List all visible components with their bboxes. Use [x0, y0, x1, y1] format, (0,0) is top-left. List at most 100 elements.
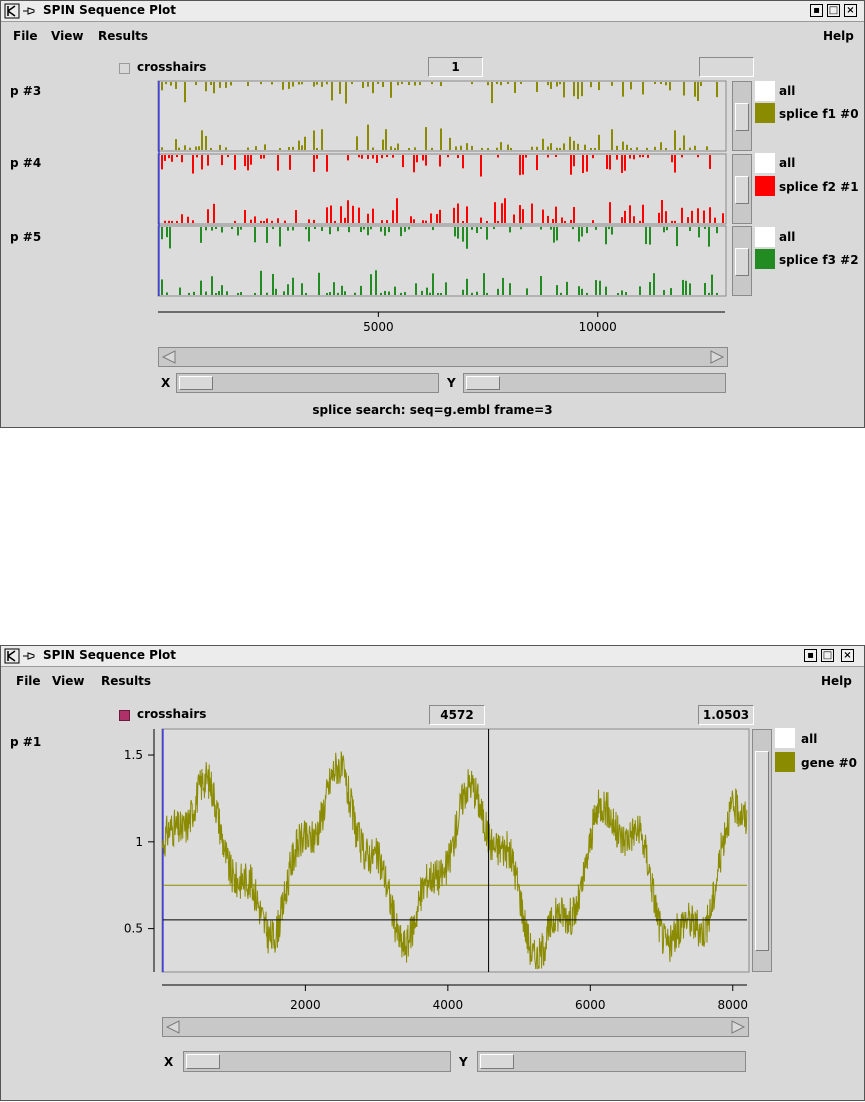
legend-series-swatch[interactable] — [755, 249, 775, 269]
splice-bottom-bar — [404, 292, 406, 295]
splice-bottom-bar — [168, 220, 170, 223]
close-button[interactable]: × — [841, 649, 854, 662]
y-zoom-slider[interactable] — [463, 373, 726, 393]
splice-bottom-bar — [305, 292, 307, 295]
y-tick-label: 0.5 — [124, 922, 143, 936]
vscroll-thumb[interactable] — [755, 751, 769, 951]
legend-all-swatch[interactable] — [755, 227, 775, 247]
splice-top-bar — [360, 227, 362, 233]
panel-vscroll[interactable] — [732, 226, 752, 296]
menu-results[interactable]: Results — [98, 29, 149, 43]
splice-bottom-bar — [304, 136, 306, 150]
gene-plot-area[interactable]: 0.5 1 1.5 2000 4000 6000 8000 — [1, 646, 864, 1102]
panel-label: p #1 — [10, 735, 42, 749]
vscroll-thumb[interactable] — [735, 103, 749, 131]
splice-bottom-bar — [704, 282, 706, 295]
splice-bottom-bar — [358, 207, 360, 223]
legend-all-swatch[interactable] — [775, 728, 795, 748]
splice-bottom-bar — [617, 292, 619, 295]
splice-top-bar — [260, 82, 262, 85]
x-zoom-thumb[interactable] — [179, 376, 213, 390]
menu-view[interactable]: View — [52, 674, 85, 688]
legend-all-swatch[interactable] — [755, 81, 775, 101]
minimize-button[interactable]: ▪ — [810, 4, 823, 17]
x-tick-label: 2000 — [290, 998, 321, 1012]
splice-top-bar — [608, 227, 610, 230]
menu-file[interactable]: File — [13, 29, 38, 43]
minimize-button[interactable]: ▪ — [804, 649, 817, 662]
menu-results[interactable]: Results — [101, 674, 152, 688]
y-zoom-slider[interactable] — [477, 1051, 746, 1072]
pin-icon[interactable] — [22, 3, 36, 19]
kde-logo-icon[interactable] — [4, 648, 20, 664]
y-zoom-thumb[interactable] — [466, 376, 500, 390]
y-zoom-thumb[interactable] — [480, 1054, 514, 1069]
splice-top-bar — [175, 82, 177, 89]
splice-bottom-bar — [213, 203, 215, 223]
splice-bottom-bar — [201, 130, 203, 150]
splice-bottom-bar — [682, 279, 684, 295]
title-bar[interactable]: SPIN Sequence Plot ▪ □ × — [1, 646, 864, 667]
splice-bottom-bar — [519, 205, 521, 223]
splice-bottom-bar — [295, 210, 297, 223]
crosshairs-checkbox[interactable] — [119, 63, 130, 74]
splice-top-bar — [289, 155, 291, 170]
splice-bottom-bar — [466, 278, 468, 295]
panel-vscroll[interactable] — [752, 729, 772, 972]
panel-vscroll[interactable] — [732, 154, 752, 224]
maximize-button[interactable]: □ — [821, 649, 834, 662]
splice-bottom-bar — [716, 292, 718, 295]
splice-top-bar — [683, 82, 685, 96]
close-button[interactable]: × — [844, 4, 857, 17]
splice-bottom-bar — [502, 277, 504, 295]
splice-top-bar — [414, 82, 416, 86]
vscroll-thumb[interactable] — [735, 176, 749, 204]
splice-top-bar — [161, 155, 163, 170]
panel-vscroll[interactable] — [732, 81, 752, 151]
horizontal-scrollbar[interactable] — [162, 1017, 749, 1037]
splice-plot-area[interactable]: 5000 10000 — [1, 1, 864, 429]
scroll-left-arrow-icon[interactable] — [161, 350, 177, 364]
x-zoom-slider[interactable] — [183, 1051, 451, 1072]
menu-help[interactable]: Help — [823, 29, 854, 43]
splice-bottom-bar — [313, 130, 315, 150]
splice-bottom-bar — [266, 292, 268, 295]
x-zoom-slider[interactable] — [176, 373, 439, 393]
splice-top-bar — [556, 227, 558, 241]
horizontal-scrollbar[interactable] — [158, 347, 728, 367]
menu-help[interactable]: Help — [821, 674, 852, 688]
scroll-right-arrow-icon[interactable] — [709, 350, 725, 364]
splice-top-bar — [263, 155, 265, 159]
legend-series-swatch[interactable] — [755, 103, 775, 123]
scroll-right-arrow-icon[interactable] — [730, 1020, 746, 1034]
splice-top-bar — [536, 82, 538, 92]
splice-top-bar — [681, 155, 683, 158]
legend-series-label: splice f1 #0 — [779, 107, 859, 121]
menu-view[interactable]: View — [51, 29, 84, 43]
splice-bottom-bar — [687, 217, 689, 223]
menu-file[interactable]: File — [16, 674, 41, 688]
crosshairs-checkbox[interactable] — [119, 710, 130, 721]
pin-icon[interactable] — [22, 648, 36, 664]
title-bar[interactable]: SPIN Sequence Plot ▪ □ × — [1, 1, 864, 22]
splice-top-bar — [402, 155, 404, 168]
maximize-button[interactable]: □ — [827, 4, 840, 17]
splice-top-bar — [605, 227, 607, 245]
legend-series-swatch[interactable] — [755, 176, 775, 196]
vscroll-thumb[interactable] — [735, 248, 749, 276]
legend-series-swatch[interactable] — [775, 752, 795, 772]
x-zoom-label: X — [164, 1055, 174, 1069]
splice-bottom-bar — [321, 129, 323, 150]
legend-all-swatch[interactable] — [755, 153, 775, 173]
scroll-left-arrow-icon[interactable] — [165, 1020, 181, 1034]
splice-bottom-bar — [255, 146, 257, 150]
window-title: SPIN Sequence Plot — [43, 648, 177, 662]
splice-bottom-bar — [301, 145, 303, 150]
splice-bottom-bar — [308, 219, 310, 223]
splice-top-bar — [462, 155, 464, 169]
splice-top-bar — [227, 155, 229, 158]
kde-logo-icon[interactable] — [4, 3, 20, 19]
crosshairs-label: crosshairs — [137, 707, 207, 721]
splice-bottom-bar — [552, 219, 554, 223]
x-zoom-thumb[interactable] — [186, 1054, 220, 1069]
